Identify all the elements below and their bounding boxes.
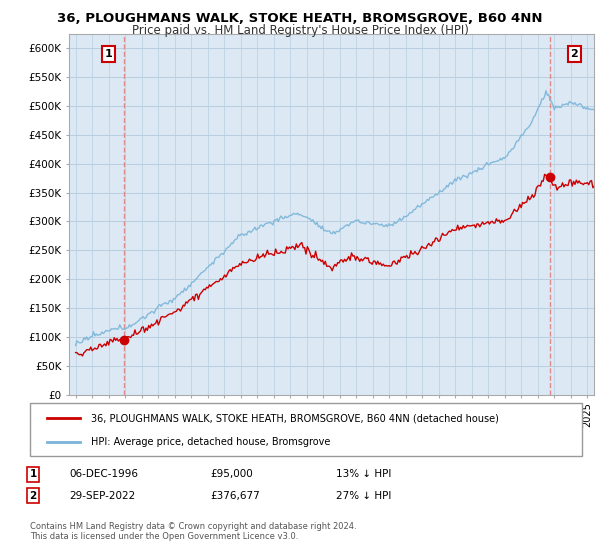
Text: 27% ↓ HPI: 27% ↓ HPI [336, 491, 391, 501]
Text: £376,677: £376,677 [210, 491, 260, 501]
Text: Price paid vs. HM Land Registry's House Price Index (HPI): Price paid vs. HM Land Registry's House … [131, 24, 469, 36]
FancyBboxPatch shape [30, 403, 582, 456]
Text: 29-SEP-2022: 29-SEP-2022 [69, 491, 135, 501]
Text: 1: 1 [105, 49, 112, 59]
Text: 13% ↓ HPI: 13% ↓ HPI [336, 469, 391, 479]
Text: 06-DEC-1996: 06-DEC-1996 [69, 469, 138, 479]
Text: Contains HM Land Registry data © Crown copyright and database right 2024.
This d: Contains HM Land Registry data © Crown c… [30, 522, 356, 542]
Text: 36, PLOUGHMANS WALK, STOKE HEATH, BROMSGROVE, B60 4NN (detached house): 36, PLOUGHMANS WALK, STOKE HEATH, BROMSG… [91, 413, 499, 423]
Text: 2: 2 [571, 49, 578, 59]
Text: 1: 1 [29, 469, 37, 479]
Text: £95,000: £95,000 [210, 469, 253, 479]
Text: 2: 2 [29, 491, 37, 501]
Text: HPI: Average price, detached house, Bromsgrove: HPI: Average price, detached house, Brom… [91, 436, 330, 446]
Text: 36, PLOUGHMANS WALK, STOKE HEATH, BROMSGROVE, B60 4NN: 36, PLOUGHMANS WALK, STOKE HEATH, BROMSG… [57, 12, 543, 25]
